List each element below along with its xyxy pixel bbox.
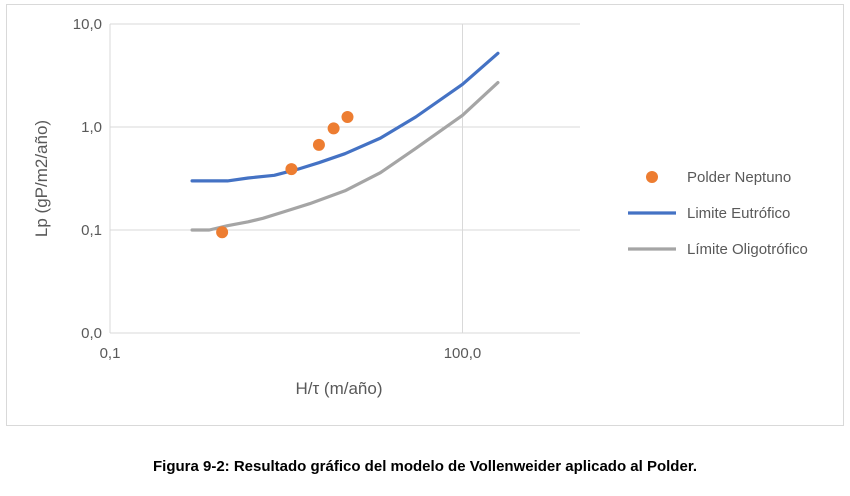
legend-label: Polder Neptuno [687, 169, 791, 186]
x-tick-label: 100,0 [444, 345, 482, 362]
scatter-point [327, 122, 340, 135]
x-tick-label: 0,1 [100, 345, 121, 362]
legend-marker [646, 171, 658, 183]
legend-label: Límite Oligotrófico [687, 241, 808, 258]
scatter-point [341, 111, 354, 124]
y-tick-label: 0,0 [81, 325, 102, 342]
series-line-1 [190, 51, 500, 183]
scatter-point [312, 138, 325, 151]
legend-label: Limite Eutrófico [687, 205, 790, 222]
y-axis-title: Lp (gP/m2/año) [32, 120, 51, 237]
series-line-2 [190, 81, 500, 232]
chart-frame: 10,0 1,0 0,1 0,0 0,1 100,0 H/τ (m/año) Lp (gP/m… [6, 4, 844, 426]
scatter-point [216, 226, 229, 239]
y-tick-label: 10,0 [73, 16, 102, 33]
y-tick-label: 1,0 [81, 119, 102, 136]
x-axis-title: H/τ (m/año) [295, 379, 382, 398]
figure-caption: Figura 9-2: Resultado gráfico del modelo… [152, 458, 697, 475]
y-tick-label: 0,1 [81, 222, 102, 239]
scatter-point [285, 163, 298, 176]
chart-svg: 10,0 1,0 0,1 0,0 0,1 100,0 H/τ (m/año) Lp (gP/m… [32, 16, 808, 398]
